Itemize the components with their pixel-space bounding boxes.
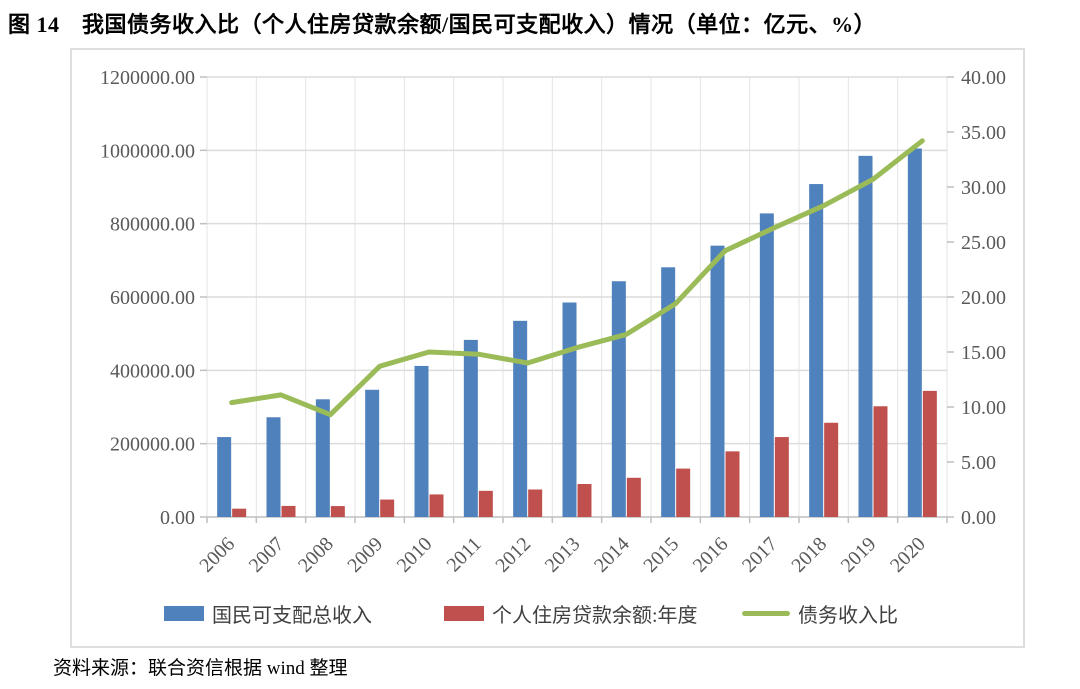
x-tick-label-2013: 2013 (541, 533, 585, 577)
x-tick-label-2006: 2006 (195, 533, 239, 577)
loan-bar-swatch (444, 605, 484, 621)
income-bar-swatch (164, 605, 204, 621)
axes (200, 76, 954, 523)
bar-income-2008 (315, 399, 330, 517)
bar-income-2009 (365, 389, 380, 517)
bar-loan-2016 (725, 451, 740, 517)
bars-income (217, 148, 922, 518)
bar-loan-2019 (873, 406, 888, 517)
bar-income-2010 (414, 365, 429, 517)
y-right-tick-label: 0.00 (961, 507, 996, 529)
bar-loan-2017 (774, 437, 789, 517)
y-left-tick-label: 0.00 (160, 507, 195, 529)
x-tick-label-2016: 2016 (689, 533, 733, 577)
y-left-tick-label: 200000.00 (110, 434, 195, 456)
ratio-line-swatch (742, 610, 790, 616)
legend-label-income: 国民可支配总收入 (212, 604, 372, 627)
x-tick-label-2018: 2018 (787, 533, 831, 577)
y-right-tick-label: 10.00 (961, 397, 1006, 419)
x-axis-labels: 2006 2007 2008 2009 2010 2011 2012 2013 2014 2015… (195, 533, 930, 577)
bar-loan-2006 (232, 508, 247, 517)
bar-income-2020 (907, 148, 922, 517)
y-right-tick-label: 25.00 (961, 232, 1006, 254)
y-right-tick-label: 30.00 (961, 177, 1006, 199)
legend-item-income: 国民可支配总收入 (164, 598, 372, 628)
bar-income-2007 (266, 417, 281, 517)
x-tick-label-2020: 2020 (886, 533, 930, 577)
bar-loan-2012 (528, 489, 543, 517)
y-right-tick-label: 5.00 (961, 452, 996, 474)
y-left-tick-label: 1200000.00 (100, 67, 195, 89)
x-tick-label-2010: 2010 (393, 533, 437, 577)
legend-item-loan: 个人住房贷款余额:年度 (444, 598, 698, 628)
bar-loan-2007 (281, 505, 296, 517)
bar-income-2018 (809, 184, 824, 518)
y-right-tick-label: 40.00 (961, 67, 1006, 89)
legend-label-ratio: 债务收入比 (798, 604, 898, 627)
x-tick-label-2014: 2014 (590, 533, 634, 577)
y-left-tick-label: 400000.00 (110, 360, 195, 382)
bar-income-2017 (759, 213, 774, 517)
bar-income-2019 (858, 155, 873, 517)
bar-income-2015 (661, 267, 676, 517)
bar-income-2011 (463, 339, 478, 517)
x-tick-label-2011: 2011 (443, 533, 486, 576)
figure-title: 图 14 我国债务收入比（个人住房贷款余额/国民可支配收入）情况（单位：亿元、%… (8, 12, 877, 37)
y-right-tick-label: 15.00 (961, 342, 1006, 364)
ratio-line (229, 138, 925, 418)
debt-income-ratio-line (229, 138, 925, 418)
axis-tick-labels: 0.00 200000.00 400000.00 600000.00 800000.00… (100, 67, 1006, 529)
bar-loan-2009 (380, 499, 395, 517)
legend-label-loan: 个人住房贷款余额:年度 (492, 604, 698, 627)
x-tick-label-2015: 2015 (639, 533, 683, 577)
x-tick-label-2012: 2012 (491, 533, 535, 577)
chart-legend: 国民可支配总收入 个人住房贷款余额:年度 债务收入比 (72, 598, 1023, 632)
bar-loan-2015 (676, 468, 691, 517)
y-left-tick-label: 800000.00 (110, 214, 195, 236)
chart-area: 0.00 200000.00 400000.00 600000.00 800000.00… (70, 48, 1025, 648)
legend-item-ratio: 债务收入比 (742, 598, 898, 628)
bar-income-2012 (513, 320, 528, 517)
x-tick-label-2007: 2007 (245, 533, 289, 577)
chart-plot: 0.00 200000.00 400000.00 600000.00 800000.00… (100, 67, 1006, 577)
bar-loan-2020 (922, 390, 937, 517)
y-right-tick-label: 35.00 (961, 122, 1006, 144)
bar-income-2016 (710, 245, 725, 517)
y-left-tick-label: 1000000.00 (100, 140, 195, 162)
bar-income-2013 (562, 302, 577, 517)
bar-loan-2011 (478, 490, 493, 517)
x-tick-label-2009: 2009 (343, 533, 387, 577)
bar-loan-2013 (577, 484, 592, 517)
bar-loan-2014 (626, 477, 641, 517)
x-tick-label-2017: 2017 (738, 533, 782, 577)
bar-loan-2018 (824, 422, 839, 517)
bar-loan-2008 (330, 506, 345, 517)
x-tick-label-2008: 2008 (294, 533, 338, 577)
bars-loan (232, 390, 937, 517)
horizontal-gridlines (207, 76, 947, 445)
y-left-tick-label: 600000.00 (110, 287, 195, 309)
source-note: 资料来源：联合资信根据 wind 整理 (53, 658, 348, 679)
bar-loan-2010 (429, 494, 444, 517)
bar-income-2006 (217, 437, 232, 517)
y-right-tick-label: 20.00 (961, 287, 1006, 309)
x-tick-label-2019: 2019 (837, 533, 881, 577)
bar-income-2014 (611, 281, 626, 517)
